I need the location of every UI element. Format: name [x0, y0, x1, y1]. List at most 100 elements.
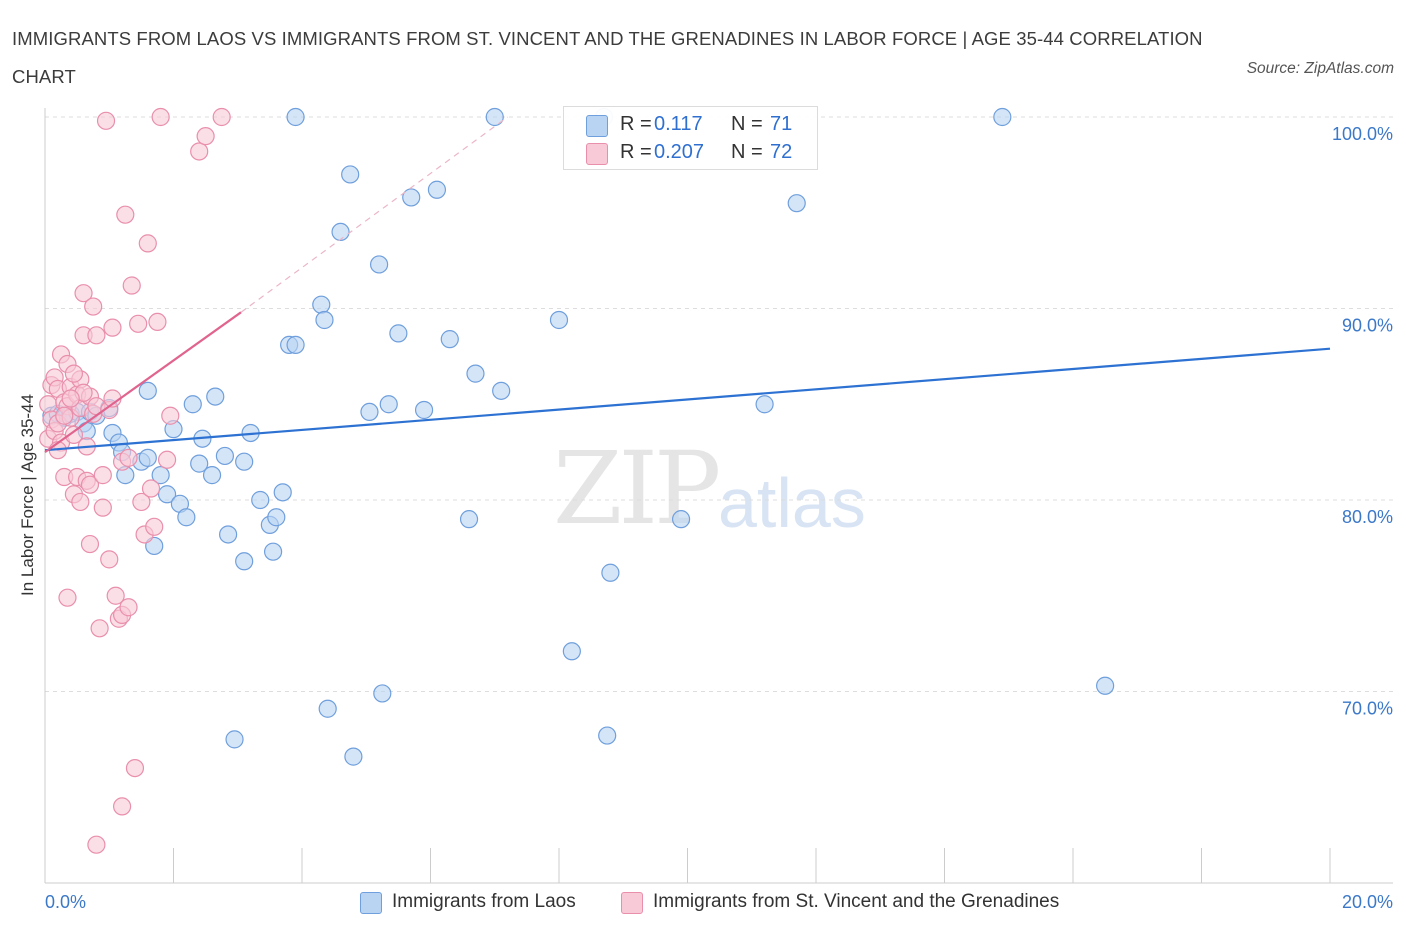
- laos-point: [787, 194, 806, 213]
- x-tick-label: 20.0%: [1342, 892, 1393, 912]
- laos-point: [235, 552, 254, 571]
- n-value: 71: [770, 113, 793, 135]
- laos-point: [225, 730, 244, 749]
- laos-point: [312, 295, 331, 314]
- svg-point: [93, 466, 112, 485]
- laos-point: [402, 188, 421, 207]
- source-label: Source: ZipAtlas.com: [1246, 60, 1394, 77]
- svg-point: [90, 619, 109, 638]
- svg-swatch: [621, 892, 643, 914]
- svg-point: [161, 406, 180, 425]
- laos-point: [219, 525, 238, 544]
- laos-point: [315, 310, 334, 330]
- legend-label-svg: Immigrants from St. Vincent and the Gren…: [653, 891, 1060, 912]
- laos-point: [177, 508, 196, 527]
- svg-point: [119, 598, 138, 617]
- laos-point: [138, 381, 157, 400]
- laos-point: [235, 452, 254, 471]
- chart-title: IMMIGRANTS FROM LAOS VS IMMIGRANTS FROM …: [12, 28, 1203, 87]
- laos-point: [183, 395, 202, 414]
- svg-swatch: [586, 143, 608, 165]
- svg-point: [80, 475, 100, 494]
- laos-point: [215, 446, 234, 466]
- svg-point: [80, 534, 100, 554]
- laos-point: [671, 510, 691, 529]
- svg-point: [87, 835, 106, 854]
- laos-point: [492, 381, 511, 400]
- svg-point: [55, 406, 74, 425]
- svg-point: [106, 586, 125, 605]
- legend-label-laos: Immigrants from Laos: [392, 891, 576, 912]
- svg-point: [196, 127, 215, 146]
- laos-point: [360, 402, 379, 422]
- svg-point: [125, 758, 145, 778]
- laos-point: [251, 490, 270, 510]
- y-tick-label: 90.0%: [1342, 316, 1393, 336]
- y-tick-label: 70.0%: [1342, 699, 1393, 719]
- laos-point: [344, 747, 363, 766]
- svg-point: [145, 517, 164, 536]
- correlation-legend: R = 0.117 N = 71 R = 0.207 N = 72: [563, 106, 818, 170]
- svg-point: [39, 395, 58, 414]
- laos-point: [440, 330, 459, 349]
- laos-point: [318, 699, 337, 718]
- laos-point: [755, 395, 774, 414]
- svg-point: [96, 111, 116, 130]
- laos-point: [414, 400, 434, 420]
- laos-trend-line: [44, 347, 1331, 452]
- svg-point: [119, 448, 138, 467]
- svg-trend-extension: [240, 116, 508, 313]
- r-label: R =: [620, 113, 652, 135]
- laos-point: [286, 335, 305, 354]
- svg-point: [58, 588, 77, 607]
- svg-point: [148, 312, 167, 332]
- watermark-zip: ZIP: [553, 430, 721, 547]
- svg-point: [100, 550, 119, 569]
- y-tick-label: 80.0%: [1342, 507, 1393, 527]
- svg-point: [129, 314, 148, 333]
- svg-point: [190, 142, 209, 161]
- laos-point: [341, 165, 360, 184]
- laos-point: [263, 542, 283, 561]
- laos-point: [331, 222, 350, 241]
- svg-point: [64, 425, 84, 444]
- laos-point: [993, 107, 1012, 127]
- r-value: 0.207: [654, 141, 705, 163]
- laos-point: [549, 310, 569, 330]
- svg-point: [138, 234, 157, 253]
- watermark-atlas: atlas: [718, 464, 866, 542]
- laos-point: [562, 642, 581, 661]
- laos-point: [138, 448, 157, 467]
- laos-point: [379, 395, 398, 414]
- svg-point: [112, 797, 132, 816]
- svg-point: [116, 205, 135, 224]
- laos-point: [370, 255, 389, 274]
- series-legend: Immigrants from Laos Immigrants from St.…: [0, 888, 1406, 918]
- laos-point: [389, 324, 408, 343]
- laos-point: [206, 387, 225, 406]
- svg-point: [87, 326, 106, 345]
- laos-point: [273, 483, 292, 502]
- laos-point: [1096, 676, 1115, 695]
- svg-point: [151, 107, 170, 127]
- y-tick-label: 100.0%: [1332, 124, 1393, 144]
- svg-point: [132, 492, 151, 512]
- n-label: N =: [731, 113, 763, 135]
- laos-point: [202, 466, 222, 485]
- svg-point: [157, 450, 177, 469]
- svg-point: [71, 492, 90, 512]
- laos-point: [151, 466, 170, 485]
- svg-point: [122, 276, 141, 295]
- x-tick-label: 0.0%: [45, 892, 86, 912]
- laos-swatch: [360, 892, 382, 914]
- svg-point: [103, 318, 122, 337]
- laos-point: [190, 454, 209, 473]
- r-value: 0.117: [654, 113, 703, 135]
- laos-point: [157, 485, 177, 504]
- n-value: 72: [770, 141, 793, 163]
- svg-point: [74, 284, 93, 303]
- svg-point: [141, 479, 161, 498]
- svg-point: [212, 107, 231, 127]
- n-label: N =: [731, 141, 763, 163]
